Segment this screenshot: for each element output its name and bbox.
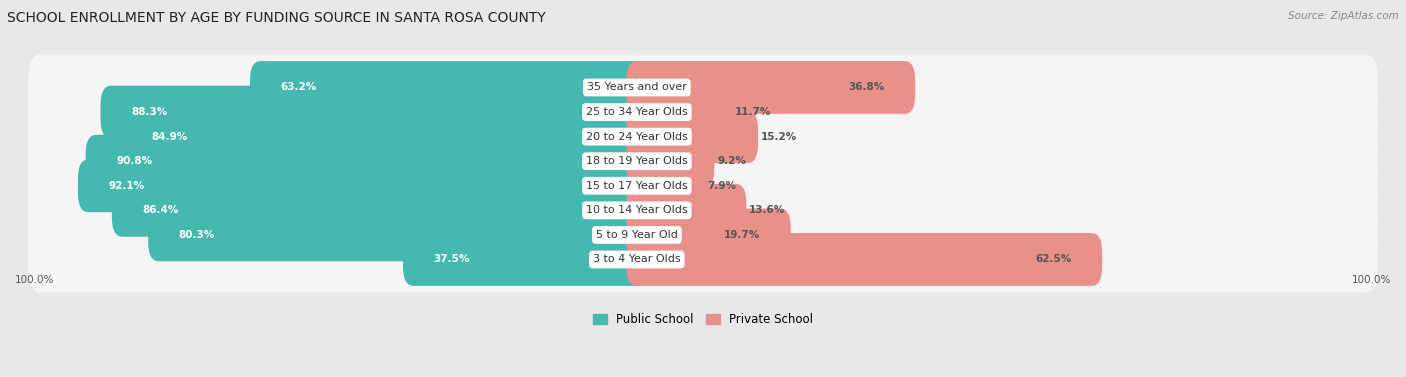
Text: SCHOOL ENROLLMENT BY AGE BY FUNDING SOURCE IN SANTA ROSA COUNTY: SCHOOL ENROLLMENT BY AGE BY FUNDING SOUR…	[7, 11, 546, 25]
Text: 63.2%: 63.2%	[280, 83, 316, 92]
FancyBboxPatch shape	[626, 184, 747, 237]
Text: 100.0%: 100.0%	[15, 275, 55, 285]
FancyBboxPatch shape	[28, 226, 1378, 293]
FancyBboxPatch shape	[28, 79, 1378, 146]
FancyBboxPatch shape	[28, 202, 1378, 268]
Text: 5 to 9 Year Old: 5 to 9 Year Old	[596, 230, 678, 240]
FancyBboxPatch shape	[626, 110, 758, 163]
FancyBboxPatch shape	[626, 61, 915, 114]
FancyBboxPatch shape	[250, 61, 647, 114]
FancyBboxPatch shape	[626, 159, 704, 212]
Text: 84.9%: 84.9%	[152, 132, 187, 142]
Text: 19.7%: 19.7%	[724, 230, 761, 240]
Legend: Public School, Private School: Public School, Private School	[588, 309, 818, 331]
Text: 15 to 17 Year Olds: 15 to 17 Year Olds	[586, 181, 688, 191]
Text: 7.9%: 7.9%	[707, 181, 737, 191]
Text: 20 to 24 Year Olds: 20 to 24 Year Olds	[586, 132, 688, 142]
Text: 10 to 14 Year Olds: 10 to 14 Year Olds	[586, 205, 688, 215]
FancyBboxPatch shape	[404, 233, 647, 286]
Text: 37.5%: 37.5%	[433, 254, 470, 265]
FancyBboxPatch shape	[101, 86, 647, 138]
FancyBboxPatch shape	[121, 110, 647, 163]
Text: 9.2%: 9.2%	[717, 156, 747, 166]
Text: 90.8%: 90.8%	[117, 156, 152, 166]
Text: 13.6%: 13.6%	[749, 205, 786, 215]
Text: 11.7%: 11.7%	[735, 107, 772, 117]
Text: 62.5%: 62.5%	[1036, 254, 1071, 265]
Text: Source: ZipAtlas.com: Source: ZipAtlas.com	[1288, 11, 1399, 21]
FancyBboxPatch shape	[28, 103, 1378, 170]
Text: 15.2%: 15.2%	[761, 132, 797, 142]
FancyBboxPatch shape	[626, 86, 733, 138]
FancyBboxPatch shape	[77, 159, 647, 212]
FancyBboxPatch shape	[28, 177, 1378, 244]
Text: 3 to 4 Year Olds: 3 to 4 Year Olds	[593, 254, 681, 265]
FancyBboxPatch shape	[626, 135, 714, 188]
Text: 25 to 34 Year Olds: 25 to 34 Year Olds	[586, 107, 688, 117]
Text: 18 to 19 Year Olds: 18 to 19 Year Olds	[586, 156, 688, 166]
FancyBboxPatch shape	[112, 184, 647, 237]
Text: 88.3%: 88.3%	[131, 107, 167, 117]
Text: 92.1%: 92.1%	[108, 181, 145, 191]
FancyBboxPatch shape	[28, 152, 1378, 219]
FancyBboxPatch shape	[86, 135, 647, 188]
FancyBboxPatch shape	[626, 208, 790, 261]
Text: 100.0%: 100.0%	[1351, 275, 1391, 285]
FancyBboxPatch shape	[148, 208, 647, 261]
FancyBboxPatch shape	[626, 233, 1102, 286]
Text: 36.8%: 36.8%	[849, 83, 884, 92]
Text: 35 Years and over: 35 Years and over	[586, 83, 686, 92]
Text: 86.4%: 86.4%	[142, 205, 179, 215]
Text: 80.3%: 80.3%	[179, 230, 215, 240]
FancyBboxPatch shape	[28, 54, 1378, 121]
FancyBboxPatch shape	[28, 128, 1378, 195]
